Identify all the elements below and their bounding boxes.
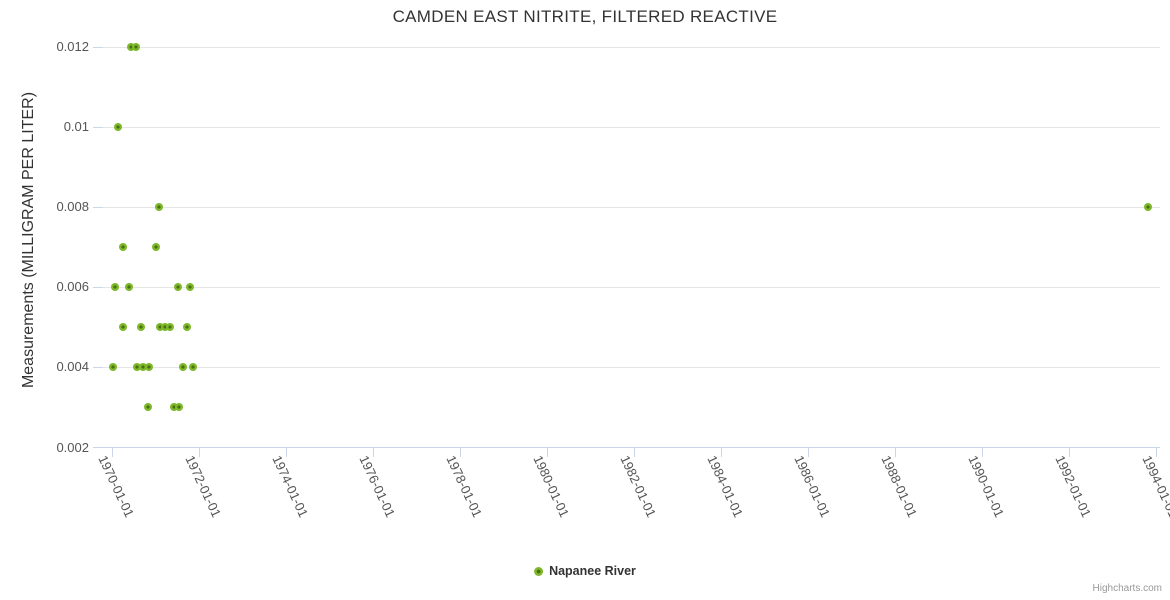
- data-point[interactable]: [182, 322, 191, 331]
- x-tick-mark: [721, 447, 723, 457]
- y-axis-tick-label: 0.008: [56, 199, 89, 215]
- legend-marker-icon: [534, 566, 544, 576]
- legend-item-label: Napanee River: [549, 564, 636, 578]
- x-axis-tick-label: 1978-01-01: [443, 453, 486, 520]
- data-point[interactable]: [125, 282, 134, 291]
- y-axis-tick-label: 0.004: [56, 359, 89, 375]
- x-axis-tick-label: 1990-01-01: [965, 453, 1008, 520]
- y-axis-title: Measurements (MILLIGRAM PER LITER): [20, 91, 37, 389]
- data-point[interactable]: [113, 122, 122, 131]
- x-axis-tick-label: 1976-01-01: [356, 453, 399, 520]
- data-point[interactable]: [161, 322, 170, 331]
- x-tick-mark: [460, 447, 462, 457]
- x-axis-tick-label: 1988-01-01: [878, 453, 921, 520]
- data-point[interactable]: [155, 322, 164, 331]
- data-point[interactable]: [136, 322, 145, 331]
- data-point[interactable]: [165, 322, 174, 331]
- data-point[interactable]: [189, 362, 198, 371]
- x-axis-line: [103, 447, 1160, 448]
- y-tick-mark: [93, 206, 103, 208]
- data-point[interactable]: [169, 402, 178, 411]
- y-gridline: [103, 366, 1160, 368]
- data-point[interactable]: [152, 242, 161, 251]
- data-point[interactable]: [1144, 202, 1153, 211]
- x-axis-tick-label: 1972-01-01: [182, 453, 225, 520]
- x-tick-mark: [895, 447, 897, 457]
- data-point[interactable]: [119, 322, 127, 331]
- data-point[interactable]: [132, 362, 141, 371]
- data-point[interactable]: [175, 402, 184, 411]
- data-point[interactable]: [155, 202, 164, 211]
- y-tick-mark: [93, 126, 103, 128]
- x-tick-mark: [112, 447, 114, 457]
- x-tick-mark: [808, 447, 810, 457]
- data-point[interactable]: [173, 282, 182, 291]
- x-tick-mark: [634, 447, 636, 457]
- x-axis-tick-label: 1970-01-01: [95, 453, 138, 520]
- y-tick-mark: [93, 286, 103, 288]
- x-axis-tick-label: 1974-01-01: [269, 453, 312, 520]
- y-axis-tick-label: 0.01: [63, 119, 89, 135]
- y-gridline: [103, 286, 1160, 288]
- x-tick-mark: [199, 447, 201, 457]
- x-axis-tick-label: 1986-01-01: [791, 453, 834, 520]
- legend-item-napanee-river[interactable]: Napanee River: [534, 564, 636, 578]
- x-tick-mark: [1069, 447, 1071, 457]
- data-point[interactable]: [126, 42, 135, 51]
- data-point[interactable]: [111, 282, 120, 291]
- y-axis-tick-label: 0.002: [56, 439, 89, 455]
- x-tick-mark: [286, 447, 288, 457]
- y-gridline: [103, 46, 1160, 48]
- data-point[interactable]: [119, 242, 127, 251]
- data-point[interactable]: [145, 362, 154, 371]
- x-axis-tick-label: 1982-01-01: [617, 453, 660, 520]
- chart-title: CAMDEN EAST NITRITE, FILTERED REACTIVE: [392, 7, 778, 26]
- x-axis-tick-label: 1984-01-01: [704, 453, 747, 520]
- y-axis-tick-label: 0.006: [56, 279, 89, 295]
- y-axis-tick-label: 0.012: [56, 39, 89, 54]
- data-point[interactable]: [139, 362, 148, 371]
- y-gridline: [103, 206, 1160, 208]
- y-tick-mark: [93, 447, 103, 448]
- data-point[interactable]: [179, 362, 188, 371]
- x-axis-tick-label: 1980-01-01: [530, 453, 573, 520]
- x-tick-mark: [982, 447, 984, 457]
- y-gridline: [103, 126, 1160, 128]
- y-tick-mark: [93, 366, 103, 368]
- x-tick-mark: [547, 447, 549, 457]
- x-tick-mark: [373, 447, 375, 457]
- highcharts-credits-link[interactable]: Highcharts.com: [1092, 583, 1162, 594]
- data-point[interactable]: [185, 282, 194, 291]
- data-point[interactable]: [109, 362, 117, 371]
- data-point[interactable]: [143, 402, 152, 411]
- x-axis-tick-label: 1992-01-01: [1052, 453, 1095, 520]
- data-point[interactable]: [132, 42, 141, 51]
- x-tick-mark: [1156, 447, 1158, 457]
- x-axis-tick-label: 1994-01-01: [1139, 453, 1170, 520]
- y-tick-mark: [93, 46, 103, 48]
